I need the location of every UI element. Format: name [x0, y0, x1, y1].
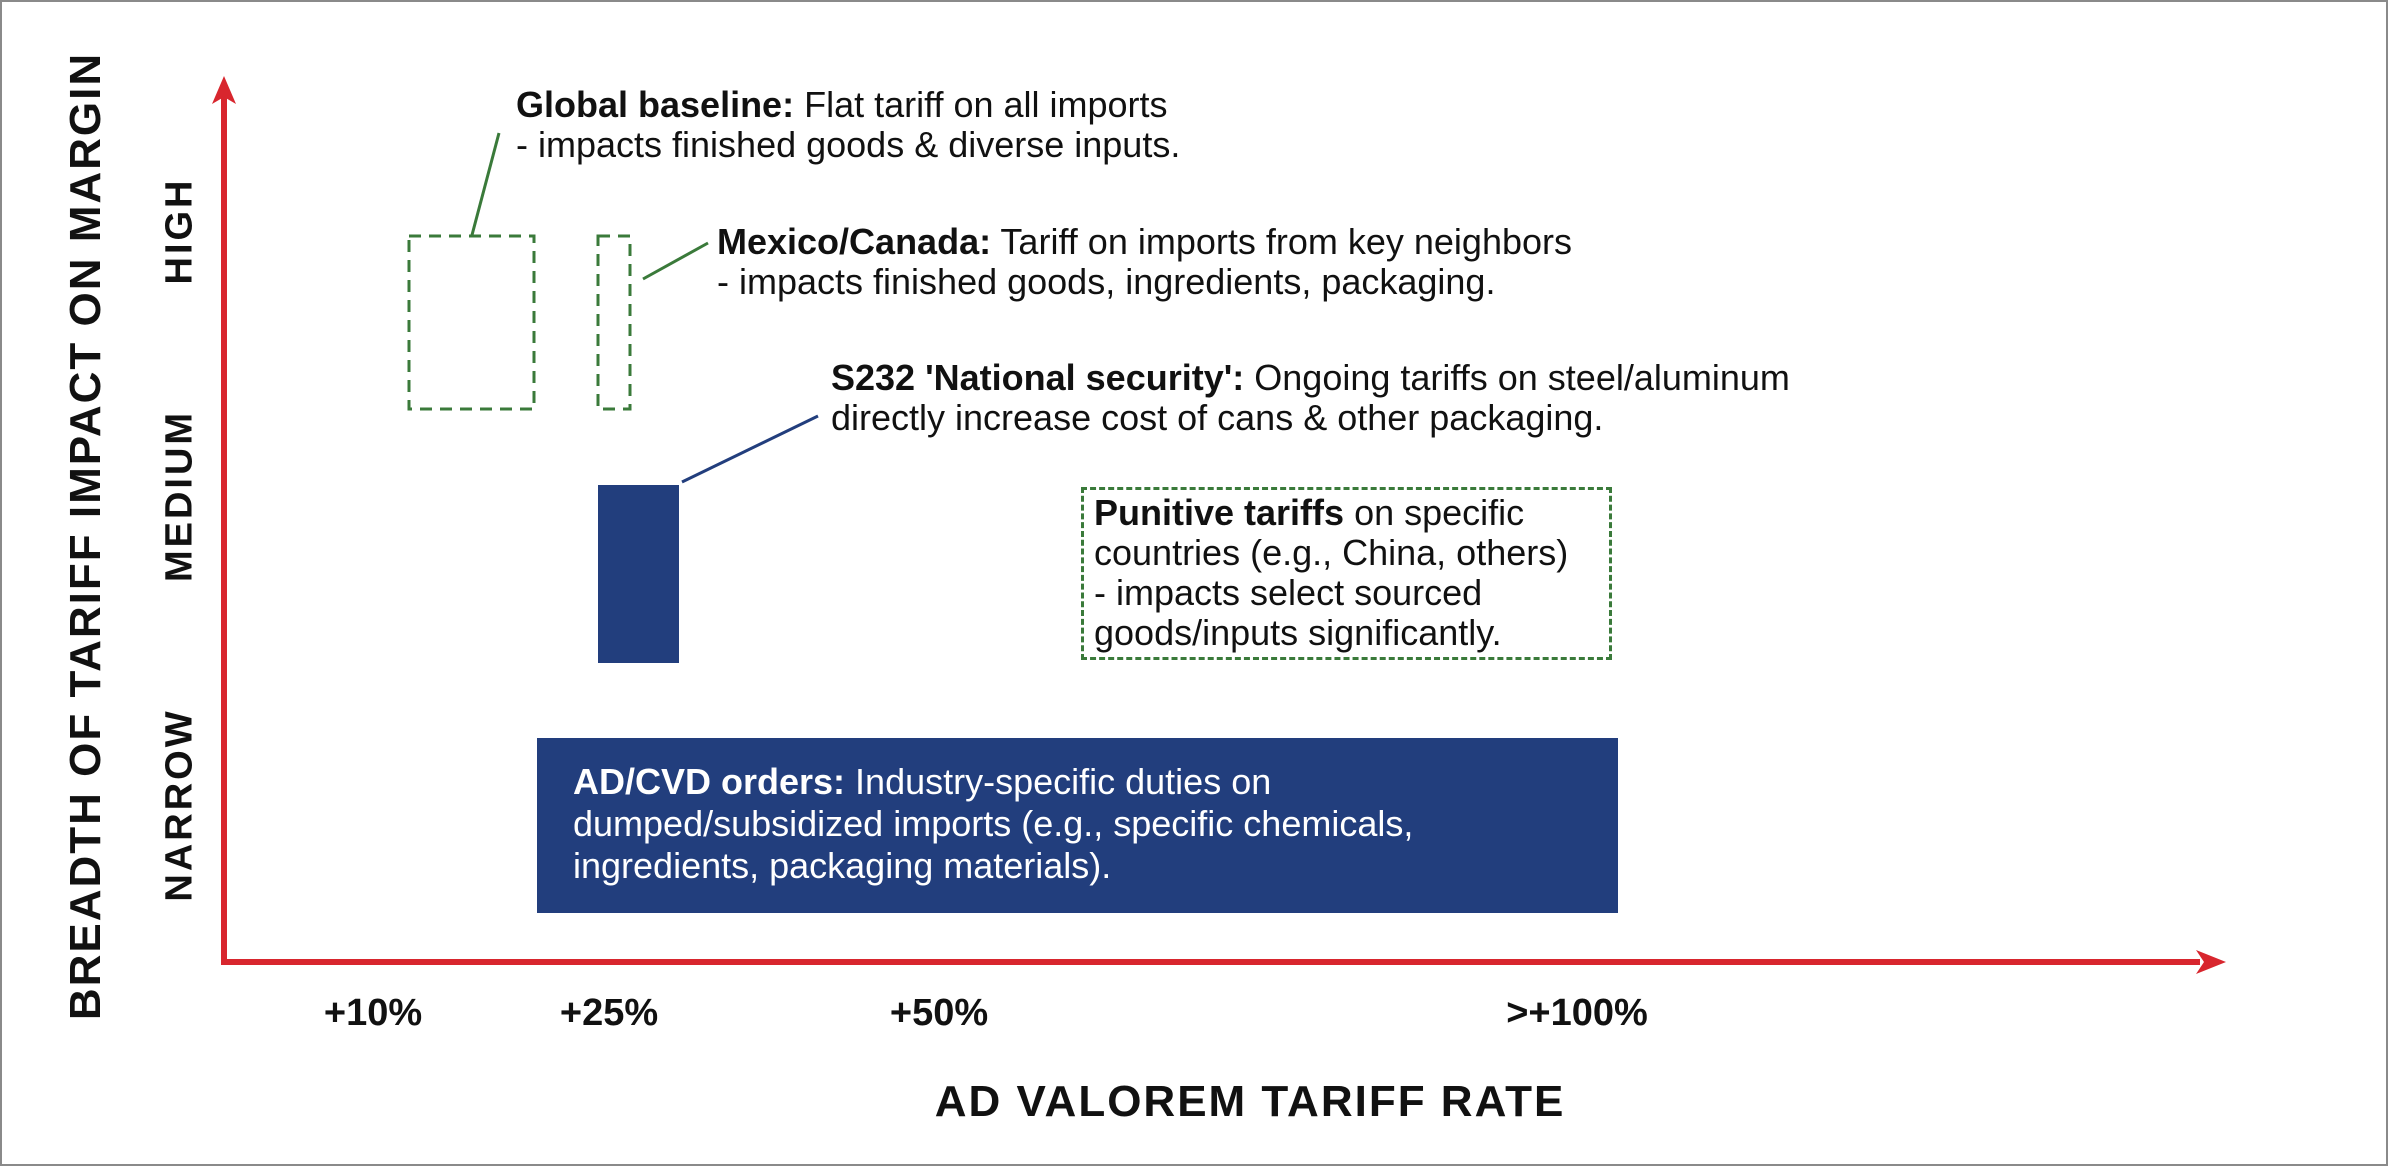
- s232-text1: Ongoing tariffs on steel/aluminum: [1244, 357, 1790, 398]
- s232-annotation: S232 'National security': Ongoing tariff…: [831, 358, 1790, 438]
- mexico-canada-text2: - impacts finished goods, ingredients, p…: [717, 261, 1496, 302]
- punitive-text4: goods/inputs significantly.: [1094, 612, 1502, 653]
- adcvd-title: AD/CVD orders:: [573, 761, 846, 802]
- mexico-canada-box: [596, 234, 632, 411]
- s232-box: [598, 485, 679, 663]
- y-axis-title: BREADTH OF TARIFF IMPACT ON MARGIN: [61, 51, 110, 1021]
- global-baseline-leader: [470, 132, 501, 236]
- punitive-tariffs-box: [1081, 487, 1612, 660]
- punitive-text3: - impacts select sourced: [1094, 572, 1483, 613]
- s232-leader: [681, 414, 819, 484]
- x-axis-title: AD VALOREM TARIFF RATE: [934, 1077, 1566, 1126]
- x-tick-25: +25%: [559, 992, 659, 1034]
- y-axis-arrowhead: [212, 76, 236, 104]
- mexico-canada-leader: [642, 241, 709, 281]
- adcvd-orders-annotation: AD/CVD orders: Industry-specific duties …: [573, 761, 1413, 887]
- y-level-high: HIGH: [158, 177, 201, 285]
- mexico-canada-text1: Tariff on imports from key neighbors: [991, 221, 1572, 262]
- adcvd-text2: dumped/subsidized imports (e.g., specifi…: [573, 803, 1414, 844]
- adcvd-text3: ingredients, packaging materials).: [573, 845, 1112, 886]
- global-baseline-text2: - impacts finished goods & diverse input…: [516, 124, 1181, 165]
- x-tick-50: +50%: [889, 992, 989, 1034]
- mexico-canada-annotation: Mexico/Canada: Tariff on imports from ke…: [717, 222, 1572, 302]
- y-level-medium: MEDIUM: [158, 409, 201, 583]
- adcvd-orders-box: [537, 738, 1618, 913]
- global-baseline-text1: Flat tariff on all imports: [794, 84, 1168, 125]
- mexico-canada-title: Mexico/Canada:: [717, 221, 992, 262]
- s232-text2: directly increase cost of cans & other p…: [831, 397, 1604, 438]
- x-axis-arrowhead: [2196, 950, 2226, 974]
- x-tick-10: +10%: [323, 992, 423, 1034]
- x-tick-100: >+100%: [1506, 992, 1648, 1034]
- y-level-narrow: NARROW: [158, 708, 201, 902]
- punitive-text2: countries (e.g., China, others): [1094, 532, 1569, 573]
- punitive-text1: on specific: [1344, 492, 1525, 533]
- adcvd-text1: Industry-specific duties on: [845, 761, 1272, 802]
- punitive-tariffs-annotation: Punitive tariffs on specific countries (…: [1094, 493, 1568, 653]
- global-baseline-box: [407, 234, 536, 411]
- global-baseline-title: Global baseline:: [516, 84, 795, 125]
- punitive-title: Punitive tariffs: [1094, 492, 1345, 533]
- global-baseline-annotation: Global baseline: Flat tariff on all impo…: [516, 85, 1180, 165]
- s232-title: S232 'National security':: [831, 357, 1245, 398]
